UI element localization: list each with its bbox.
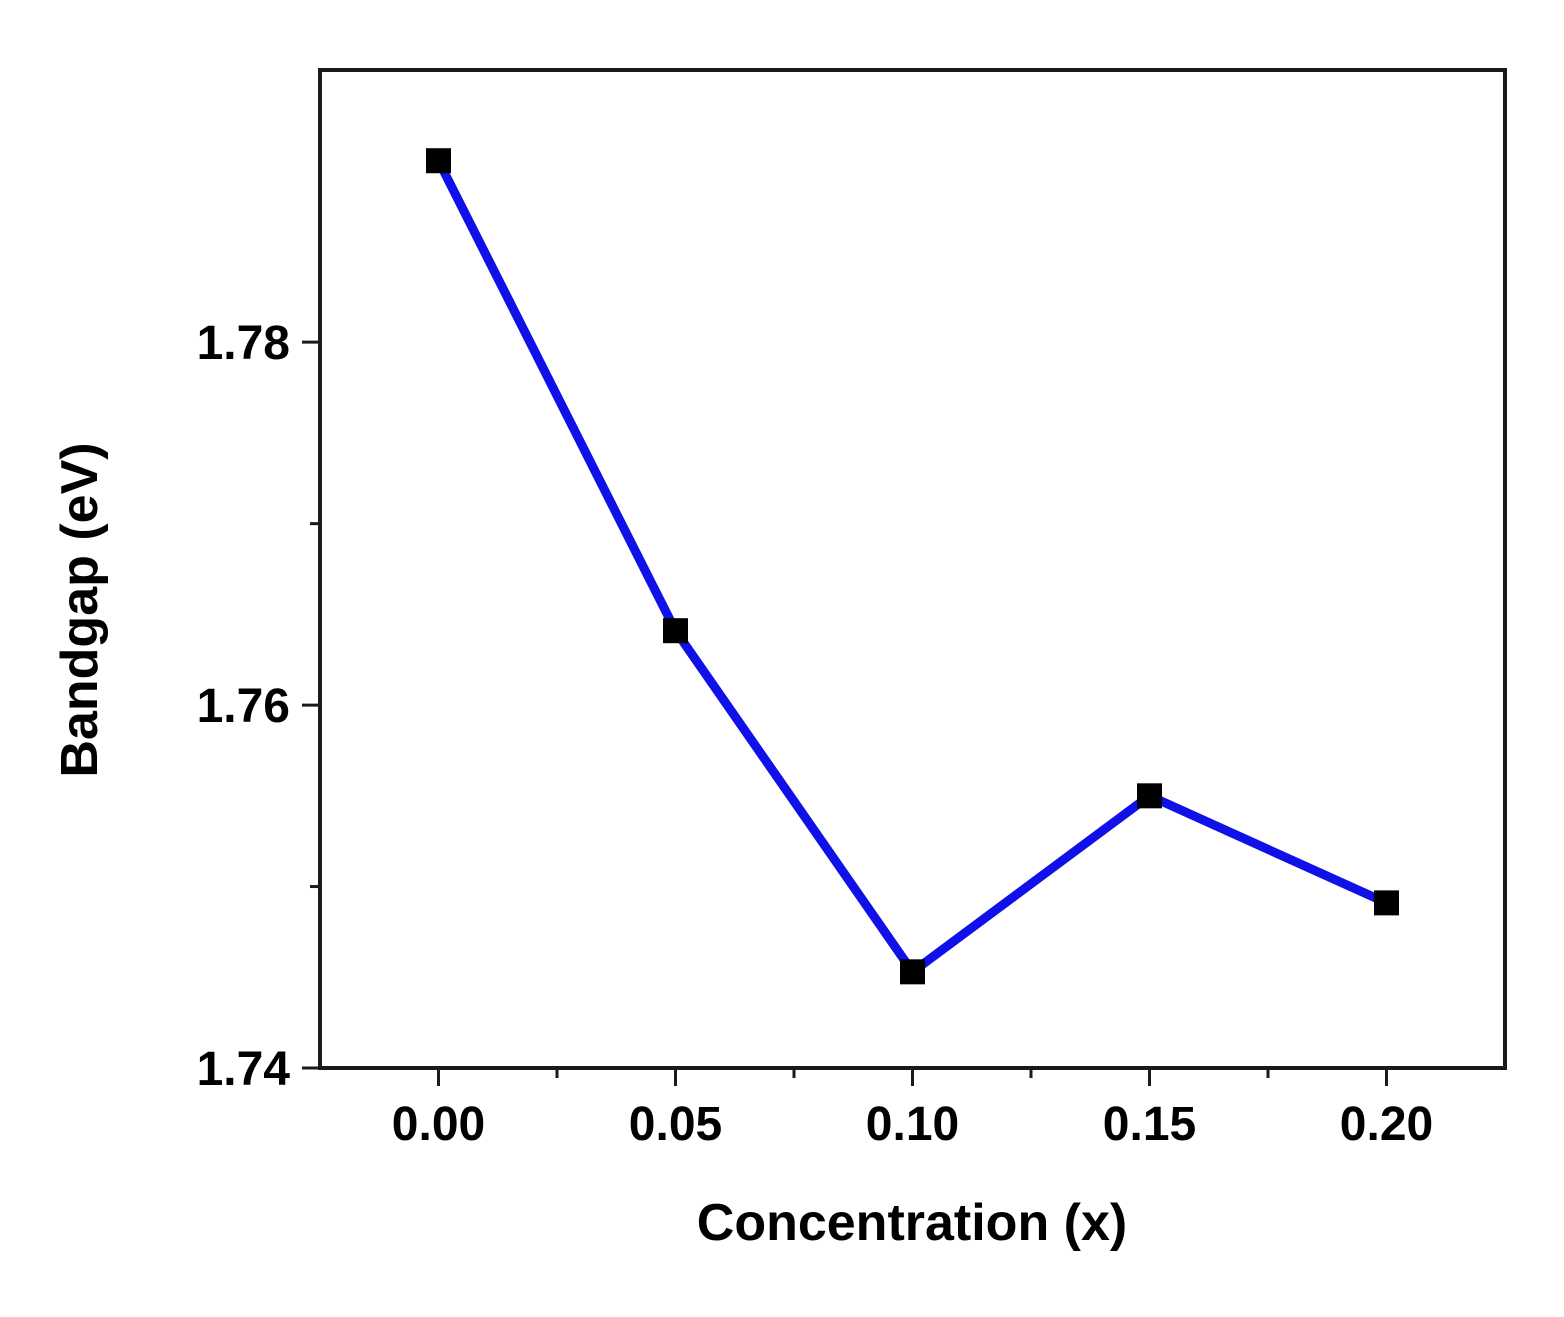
x-tick-label: 0.20 <box>1340 1098 1433 1151</box>
y-axis-ticks: 1.74 1.76 1.78 <box>197 317 320 1096</box>
x-tick-label: 0.10 <box>866 1098 959 1151</box>
y-tick-label: 1.78 <box>197 317 290 370</box>
y-tick-label: 1.76 <box>197 680 290 733</box>
x-axis-title: Concentration (x) <box>697 1194 1127 1252</box>
data-point-marker <box>1137 783 1162 809</box>
x-tick-label: 0.00 <box>392 1098 485 1151</box>
x-axis-ticks: 0.00 0.05 0.10 0.15 0.20 <box>392 1068 1433 1151</box>
data-point-marker <box>663 618 688 644</box>
series-layer <box>426 148 1399 985</box>
y-axis-title: Bandgap (eV) <box>51 442 109 777</box>
x-tick-label: 0.15 <box>1103 1098 1196 1151</box>
series-line <box>434 158 1389 979</box>
data-point-marker <box>900 959 925 985</box>
plot-frame <box>318 68 1507 1070</box>
data-point-marker <box>426 148 451 174</box>
data-point-marker <box>1374 890 1399 916</box>
x-tick-label: 0.05 <box>629 1098 722 1151</box>
y-tick-label: 1.74 <box>197 1043 291 1096</box>
